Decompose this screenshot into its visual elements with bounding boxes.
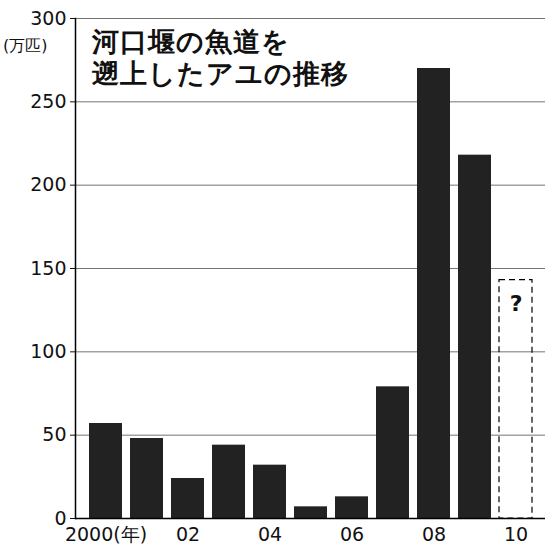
svg-text:100: 100 bbox=[30, 340, 66, 362]
svg-text:02: 02 bbox=[176, 523, 200, 545]
svg-text:150: 150 bbox=[30, 257, 66, 279]
svg-text:300: 300 bbox=[30, 7, 66, 29]
svg-text:200: 200 bbox=[30, 173, 66, 195]
html-text:河口堰の魚道を 遡上したアユの推移: 河口堰の魚道を 遡上したアユの推移 bbox=[92, 26, 349, 90]
svg-text:08: 08 bbox=[422, 523, 446, 545]
html-text:(万匹): (万匹) bbox=[3, 36, 48, 55]
svg-text:50: 50 bbox=[42, 423, 66, 445]
svg-text:250: 250 bbox=[30, 90, 66, 112]
svg-text:2000(年): 2000(年) bbox=[65, 523, 147, 545]
svg-text:0: 0 bbox=[54, 506, 67, 529]
svg-text:10: 10 bbox=[504, 523, 528, 545]
svg-text:04: 04 bbox=[258, 523, 282, 545]
svg-text:06: 06 bbox=[340, 523, 364, 545]
svg-text:?: ? bbox=[510, 291, 523, 316]
